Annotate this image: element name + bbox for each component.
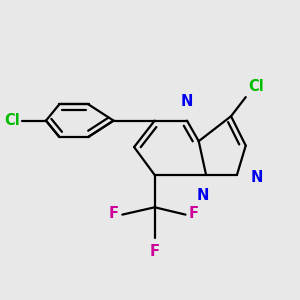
Text: N: N xyxy=(197,188,209,203)
Text: Cl: Cl xyxy=(249,79,264,94)
Text: F: F xyxy=(109,206,119,221)
Text: Cl: Cl xyxy=(4,113,20,128)
Text: N: N xyxy=(250,170,262,185)
Text: F: F xyxy=(150,244,160,259)
Text: F: F xyxy=(189,206,199,221)
Text: N: N xyxy=(181,94,193,109)
